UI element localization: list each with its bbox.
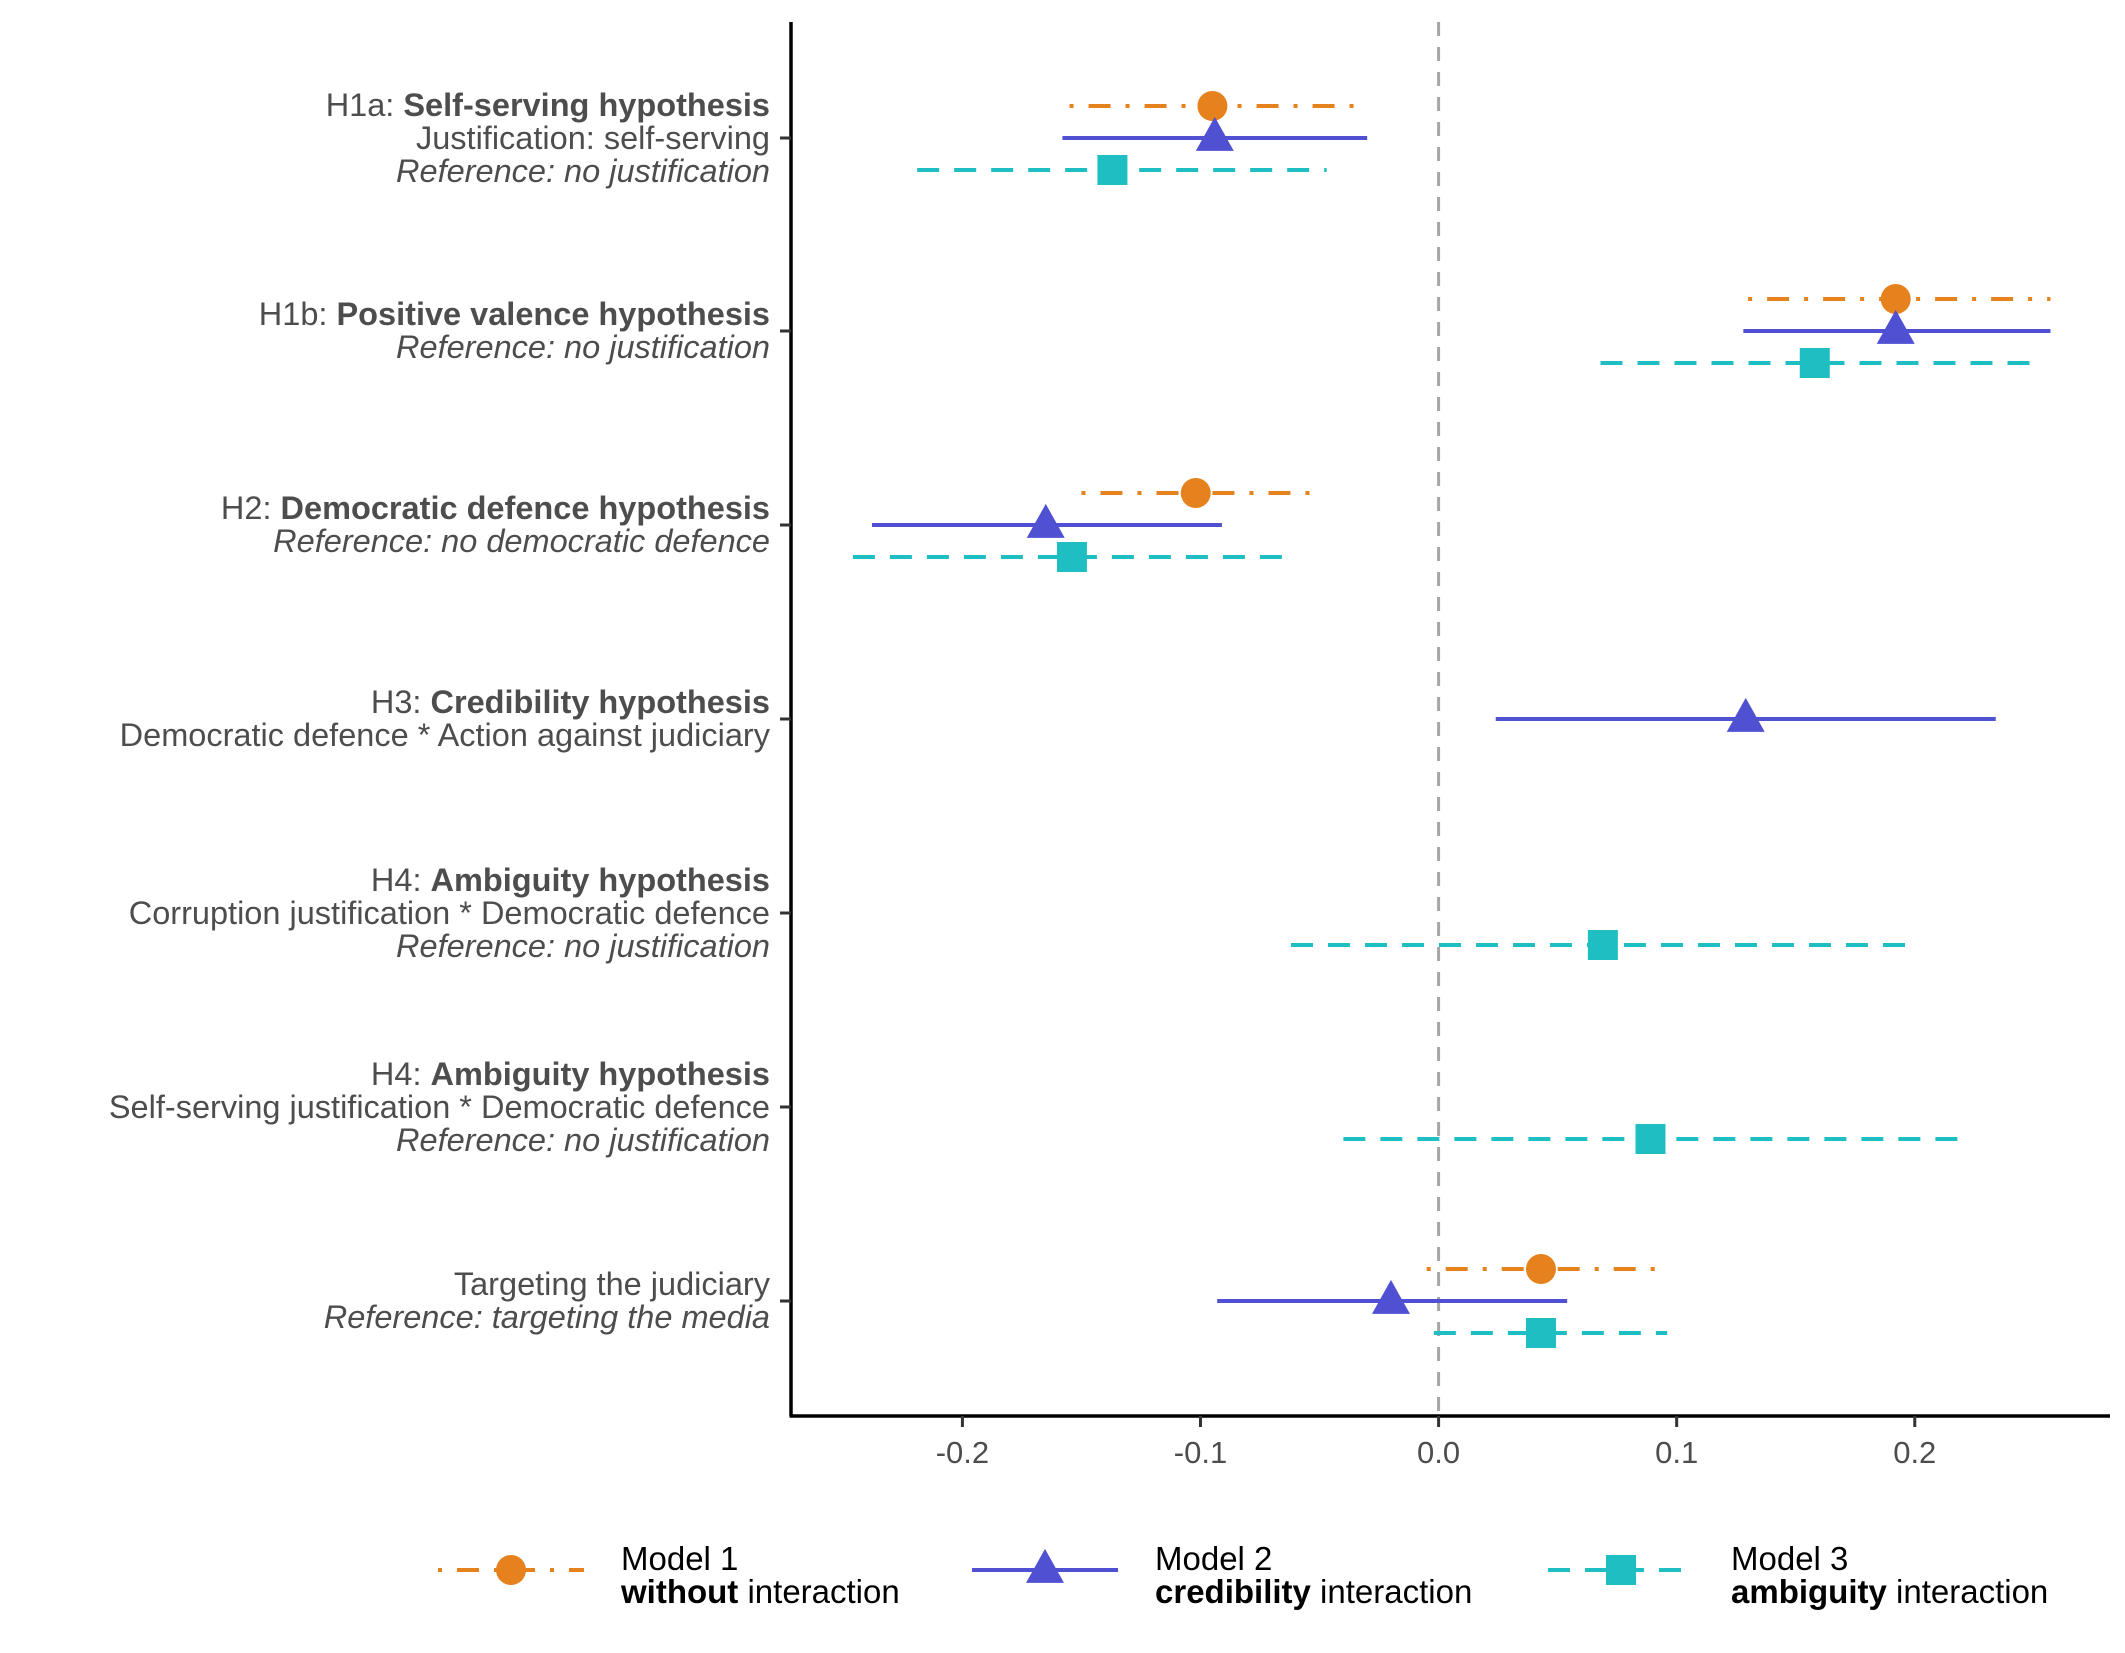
model3-point (1635, 1124, 1666, 1154)
row-label-line: Reference: targeting the media (324, 1301, 770, 1334)
model2-series (871, 116, 2051, 1314)
legend-subtitle-bold: ambiguity (1731, 1573, 1887, 1610)
legend-subtitle: without interaction (621, 1575, 900, 1608)
row-label-hypothesis: Democratic defence hypothesis (280, 490, 770, 526)
model2-point (1876, 309, 1915, 344)
legend: Model 1 without interaction Model 2 credibi… (0, 1538, 2125, 1628)
row-label: H1b: Positive valence hypothesis Referenc… (259, 298, 770, 364)
row-label: H4: Ambiguity hypothesis Self-serving jus… (108, 1055, 770, 1158)
legend-subtitle: credibility interaction (1155, 1575, 1472, 1608)
row-label-text: Reference: no justification (396, 152, 770, 189)
row-label-hypothesis: Ambiguity hypothesis (430, 861, 770, 898)
row-label-line: Corruption justification * Democratic de… (128, 894, 770, 931)
row-label-text: Reference: no justification (396, 927, 770, 964)
model2-point (1195, 116, 1234, 151)
row-label-text: H4: (370, 861, 431, 898)
model2-point (1026, 503, 1065, 538)
row-label-text: Justification: self-serving (415, 119, 770, 156)
row-label-text: Corruption justification * Democratic de… (128, 894, 770, 931)
legend-key (1548, 1555, 1694, 1585)
row-label: H3: Credibility hypothesis Democratic def… (120, 686, 770, 752)
row-label-text: Democratic defence * Action against judi… (119, 717, 770, 753)
legend-subtitle-bold: without (621, 1573, 739, 1610)
x-tick-label: -0.1 (1174, 1435, 1227, 1470)
row-label-text: H2: (220, 490, 281, 526)
legend-key (438, 1555, 584, 1585)
row-label-hypothesis: Ambiguity hypothesis (430, 1055, 770, 1092)
legend-marker (1606, 1555, 1636, 1585)
model1-point (1197, 91, 1228, 121)
legend-subtitle: ambiguity interaction (1731, 1575, 2048, 1608)
row-label-line: Self-serving justification * Democratic … (108, 1088, 770, 1125)
row-label-line: Reference: no justification (129, 927, 770, 964)
model3-point (1097, 155, 1128, 185)
row-label-line: Reference: no democratic defence (221, 525, 770, 558)
legend-subtitle-rest: interaction (1886, 1573, 2049, 1610)
legend-label: Model 3 ambiguity interaction (1731, 1542, 2048, 1608)
legend-subtitle-bold: credibility (1155, 1573, 1311, 1610)
row-label-line: Targeting the judiciary (324, 1268, 770, 1301)
legend-subtitle-rest: interaction (1310, 1573, 1473, 1610)
x-tick-label: -0.2 (936, 1435, 989, 1470)
row-label: Targeting the judiciary Reference: target… (324, 1268, 770, 1334)
row-label-line: H1a: Self-serving hypothesis (325, 86, 770, 123)
x-tick-label: 0.2 (1893, 1435, 1936, 1470)
model3-point (1799, 348, 1830, 378)
legend-label: Model 2 credibility interaction (1155, 1542, 1472, 1608)
row-label: H2: Democratic defence hypothesis Referen… (221, 492, 770, 558)
legend-title: Model 1 (621, 1540, 739, 1577)
model1-point (1880, 284, 1911, 314)
model2-point (1726, 697, 1765, 732)
row-label-line: H4: Ambiguity hypothesis (109, 1055, 770, 1092)
row-label-text: H4: (370, 1055, 431, 1092)
row-label-line: H3: Credibility hypothesis (120, 686, 770, 719)
row-label-line: Reference: no justification (326, 152, 770, 189)
model3-series (852, 155, 2034, 1348)
row-label: H4: Ambiguity hypothesis Corruption justi… (128, 861, 770, 964)
row-label-text: Targeting the judiciary (453, 1266, 770, 1302)
row-label-text: H1a: (325, 86, 404, 123)
row-label-line: Reference: no justification (109, 1121, 770, 1158)
model3-point (1525, 1318, 1556, 1348)
row-label-text: Reference: no justification (396, 1121, 770, 1158)
legend-marker (496, 1555, 526, 1585)
model1-point (1525, 1254, 1556, 1284)
legend-title: Model 2 (1155, 1540, 1273, 1577)
row-label-text: Reference: no justification (396, 329, 770, 365)
row-label-line: Reference: no justification (259, 331, 770, 364)
x-tick-label: 0.0 (1417, 1435, 1460, 1470)
legend-label: Model 1 without interaction (621, 1542, 900, 1608)
legend-title: Model 3 (1731, 1540, 1849, 1577)
row-label-line: H1b: Positive valence hypothesis (259, 298, 770, 331)
row-label-line: Democratic defence * Action against judi… (120, 719, 770, 752)
legend-marker (1026, 1548, 1064, 1583)
row-label-hypothesis: Positive valence hypothesis (336, 296, 770, 332)
model1-point (1180, 478, 1211, 508)
row-label-line: Justification: self-serving (326, 119, 770, 156)
row-label-line: H2: Democratic defence hypothesis (221, 492, 770, 525)
x-tick-label: 0.1 (1655, 1435, 1698, 1470)
row-label-text: H3: (370, 684, 431, 720)
legend-subtitle-rest: interaction (738, 1573, 900, 1610)
row-label-line: H4: Ambiguity hypothesis (129, 861, 770, 898)
row-label-text: Reference: targeting the media (323, 1299, 770, 1335)
row-label-text: Self-serving justification * Democratic … (108, 1088, 770, 1125)
model3-point (1587, 930, 1618, 960)
model3-point (1056, 542, 1087, 572)
legend-key (972, 1548, 1118, 1583)
model1-series (1069, 91, 2051, 1284)
row-label-hypothesis: Credibility hypothesis (430, 684, 770, 720)
model2-point (1371, 1279, 1410, 1314)
row-label-hypothesis: Self-serving hypothesis (403, 86, 770, 123)
row-label: H1a: Self-serving hypothesis Justificatio… (325, 86, 770, 189)
row-label-text: H1b: (258, 296, 337, 332)
row-label-text: Reference: no democratic defence (273, 523, 770, 559)
